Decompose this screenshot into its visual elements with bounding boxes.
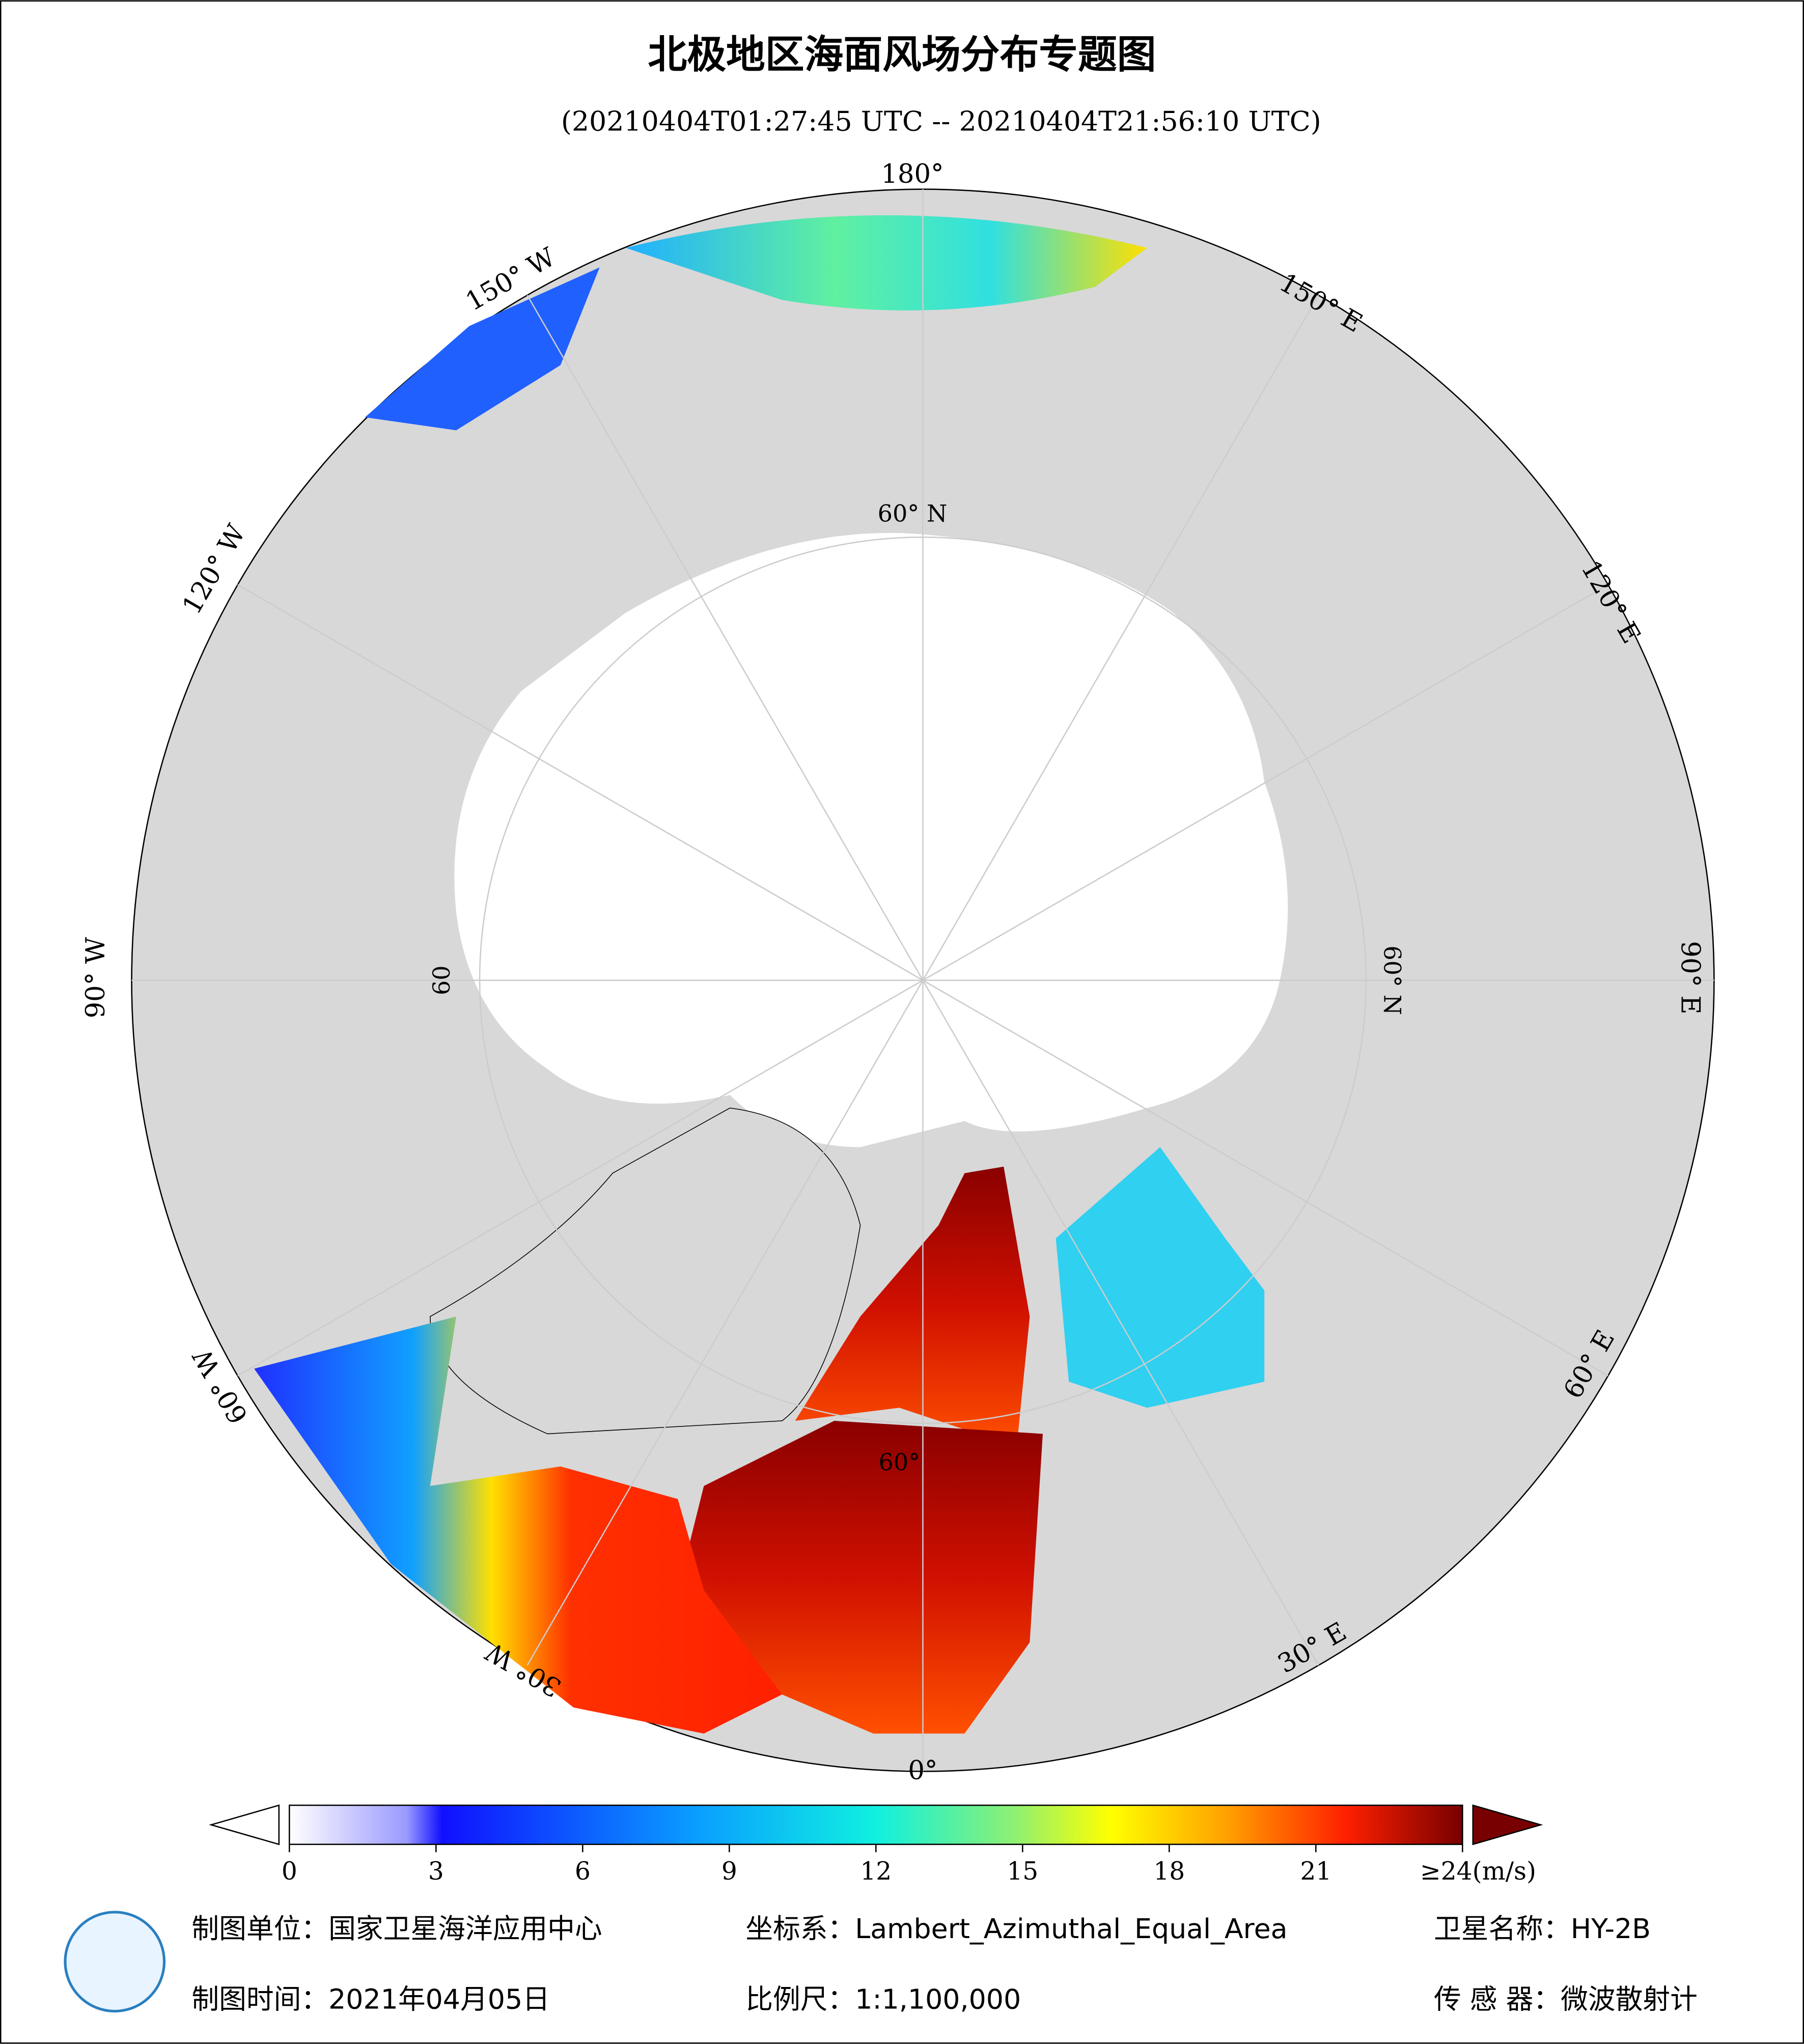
footer-sensor: 传 感 器：微波散射计 — [1434, 1983, 1698, 2015]
latitude-label: 60 — [428, 965, 455, 995]
meridian — [237, 979, 924, 1377]
title: 北极地区海面风场分布专题图 — [648, 33, 1156, 78]
longitude-label: 180° — [881, 159, 943, 189]
wind-kara — [1056, 1147, 1265, 1408]
footer-unit: 制图单位：国家卫星海洋应用中心 — [191, 1913, 602, 1945]
meridian — [922, 584, 1608, 981]
subtitle: (20210404T01:27:45 UTC -- 20210404T21:56… — [561, 105, 1321, 137]
meridian — [526, 979, 924, 1666]
meridian — [922, 295, 1319, 981]
footer-scale: 比例尺：1:1,100,000 — [745, 1983, 1021, 2015]
colorbar-tick-label: 21 — [1300, 1857, 1331, 1886]
colorbar-tick-label: 3 — [428, 1857, 444, 1886]
wind-norwegian-sea — [678, 1420, 1043, 1734]
greenland — [430, 1107, 861, 1435]
arctic-ocean — [454, 533, 1288, 1147]
latitude-label: 60° N — [878, 499, 948, 527]
colorbar-tick-label: 15 — [1007, 1857, 1038, 1886]
footer-date: 制图时间：2021年04月05日 — [191, 1983, 550, 2015]
colorbar — [289, 1804, 1463, 1845]
latitude-label: 60° N — [1379, 945, 1406, 1015]
wind-north-atlantic — [254, 1317, 782, 1734]
meridian — [237, 584, 924, 981]
colorbar-tick-label: 0 — [282, 1857, 297, 1886]
latitude-label: 60° — [879, 1448, 921, 1476]
meridian — [922, 979, 1608, 1377]
footer-satellite: 卫星名称：HY-2B — [1434, 1913, 1651, 1945]
longitude-label: 0° — [908, 1755, 937, 1786]
meridian — [922, 979, 1319, 1666]
colorbar-min-extend — [209, 1804, 280, 1845]
wind-bering — [625, 215, 1147, 311]
wind-alaska — [365, 267, 600, 431]
colorbar-tick-label: 18 — [1153, 1857, 1185, 1886]
colorbar-tick-label: 6 — [575, 1857, 591, 1886]
colorbar-tick-label: ≥24(m/s) — [1420, 1857, 1536, 1886]
logo — [64, 1911, 166, 2013]
longitude-label: 90° W — [80, 937, 111, 1018]
meridian — [526, 295, 924, 981]
map — [131, 188, 1715, 1772]
footer-crs: 坐标系：Lambert_Azimuthal_Equal_Area — [745, 1913, 1287, 1945]
colorbar-tick-label: 9 — [721, 1857, 737, 1886]
wind-barents — [795, 1166, 1030, 1447]
colorbar-max-extend — [1472, 1804, 1543, 1845]
longitude-label: 90° E — [1675, 941, 1705, 1014]
colorbar-tick-label: 12 — [860, 1857, 892, 1886]
